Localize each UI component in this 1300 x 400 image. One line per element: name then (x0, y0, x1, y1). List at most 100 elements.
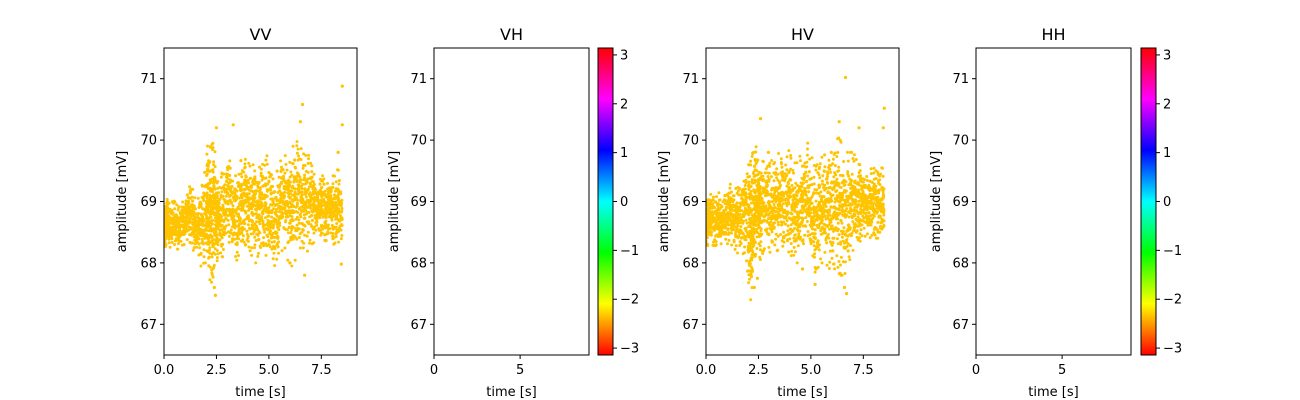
data-point (221, 205, 225, 209)
data-point (327, 191, 330, 195)
data-point (746, 269, 750, 273)
data-point (255, 208, 259, 212)
data-point (272, 251, 276, 255)
data-point (258, 165, 261, 169)
data-point (784, 163, 788, 167)
data-point (264, 176, 268, 180)
data-point (855, 229, 859, 233)
data-point (192, 204, 196, 208)
data-point (740, 209, 744, 213)
data-point (293, 158, 297, 162)
data-point (747, 281, 751, 285)
data-point (814, 168, 818, 172)
data-point (791, 221, 795, 225)
data-point (880, 220, 884, 224)
data-point (791, 168, 795, 172)
data-point (708, 229, 712, 233)
data-point (863, 234, 867, 238)
data-point (761, 179, 765, 183)
data-point (850, 172, 854, 176)
data-point (764, 193, 767, 197)
data-point (846, 150, 849, 154)
data-point (851, 188, 855, 192)
data-point (828, 213, 832, 217)
data-point (837, 169, 841, 173)
data-point (305, 234, 309, 238)
data-point (239, 182, 243, 186)
data-point (215, 256, 219, 260)
data-point (212, 243, 216, 247)
data-point (824, 198, 828, 202)
data-point (741, 221, 745, 225)
data-point (834, 173, 838, 177)
data-point (223, 198, 227, 202)
data-point (804, 170, 808, 174)
data-point (793, 186, 797, 190)
data-point (295, 140, 299, 144)
data-point (295, 201, 299, 205)
data-point (717, 223, 721, 227)
data-point (210, 201, 214, 205)
data-point (836, 221, 840, 225)
data-point (290, 173, 294, 177)
data-point (861, 219, 865, 223)
data-point (216, 243, 220, 247)
data-point (770, 175, 773, 179)
data-point (210, 234, 214, 238)
data-point (795, 205, 798, 209)
data-point (181, 211, 185, 215)
data-point (184, 226, 188, 230)
data-point (331, 186, 335, 189)
data-point (766, 175, 770, 178)
data-point (803, 189, 807, 193)
data-point (261, 209, 265, 213)
data-point (281, 168, 285, 172)
data-point (292, 210, 296, 214)
data-point (188, 190, 192, 194)
data-point (786, 229, 790, 233)
data-point (736, 189, 740, 193)
data-point (852, 153, 856, 157)
data-point (749, 159, 753, 163)
data-point-outlier (300, 102, 305, 107)
data-point (310, 164, 314, 168)
data-point (754, 241, 757, 244)
data-point (772, 162, 776, 166)
data-point (732, 223, 736, 227)
data-point (227, 234, 231, 238)
data-point (785, 174, 789, 177)
data-point (773, 206, 777, 210)
data-point (848, 258, 852, 262)
data-point (783, 177, 787, 181)
data-point (297, 188, 300, 192)
data-point (262, 243, 265, 247)
data-point (833, 164, 837, 168)
data-point (292, 175, 296, 179)
data-point (212, 184, 216, 187)
data-point (861, 180, 865, 184)
data-point (304, 153, 308, 157)
data-point (273, 264, 277, 268)
data-point (190, 226, 194, 230)
data-point (810, 195, 814, 199)
data-point (257, 213, 261, 217)
data-point (713, 200, 717, 204)
data-point (337, 190, 340, 194)
data-point (721, 230, 725, 234)
data-point (852, 159, 856, 163)
data-point (735, 201, 739, 205)
data-point (335, 222, 339, 225)
data-point (340, 234, 344, 237)
data-point (838, 191, 842, 195)
data-point (782, 230, 786, 234)
data-point (816, 213, 820, 217)
data-point-outlier (845, 292, 849, 296)
data-point (171, 211, 175, 215)
data-point (754, 150, 758, 154)
subplot-title: VV (250, 25, 272, 44)
data-point (828, 208, 831, 212)
data-point (782, 198, 786, 202)
data-point (310, 219, 314, 223)
data-point (807, 212, 811, 216)
data-point (789, 154, 793, 157)
